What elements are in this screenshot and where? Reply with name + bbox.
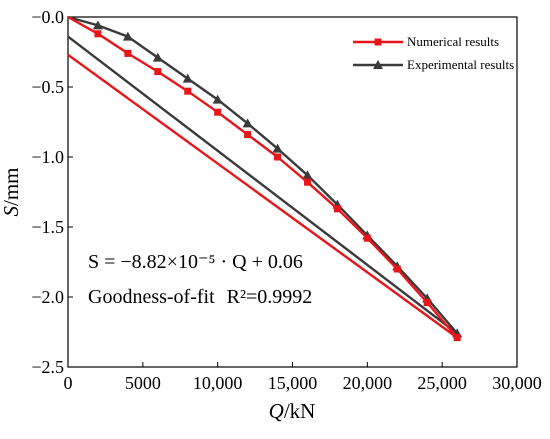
y-tick-label: −0.0 [31, 7, 64, 27]
data-point [363, 234, 371, 242]
x-tick-label: 5000 [125, 373, 161, 393]
data-point [212, 94, 223, 104]
y-axis: −0.0 −0.5 −1.0 −1.5 −2.0 −2.5 [31, 7, 73, 377]
legend-label: Experimental results [407, 57, 514, 72]
y-tick-label: −1.0 [31, 147, 64, 167]
y-tick-label: −0.5 [31, 77, 64, 97]
data-point [303, 178, 311, 186]
x-tick-label: 15,000 [268, 373, 318, 393]
y-axis-unit: /mm [0, 167, 23, 206]
series-layer [67, 15, 463, 342]
data-point [333, 205, 341, 213]
data-point [122, 31, 133, 41]
data-point [154, 68, 162, 76]
goodness-annotation: Goodness-of-fit R²=0.9992 [88, 286, 312, 308]
data-point [124, 49, 132, 57]
data-point [92, 20, 103, 30]
data-point [274, 153, 282, 161]
data-point [94, 30, 102, 38]
data-point [302, 170, 313, 180]
data-point [423, 299, 431, 307]
data-point [453, 334, 461, 342]
y-axis-title: S/mm [0, 167, 23, 216]
data-point [152, 52, 163, 62]
equation-annotation: S = −8.82×10⁻⁵ · Q + 0.06 [88, 251, 303, 273]
data-point [393, 265, 401, 273]
y-tick-label: −2.5 [31, 357, 64, 377]
data-point [214, 108, 222, 116]
x-tick-label: 30,000 [492, 373, 542, 393]
data-point [182, 73, 193, 83]
legend-marker [374, 38, 382, 46]
legend-label: Numerical results [407, 34, 499, 49]
data-point [244, 131, 252, 139]
r2-label: R²=0.9992 [227, 286, 313, 308]
data-point [272, 143, 283, 153]
x-tick-label: 0 [64, 373, 73, 393]
y-tick-label: −1.5 [31, 217, 64, 237]
x-axis-unit: /kN [284, 399, 316, 423]
x-axis-title: Q/kN [269, 399, 316, 423]
x-axis-var: Q [269, 399, 284, 423]
goodness-label: Goodness-of-fit [88, 286, 215, 308]
y-tick-label: −2.0 [31, 287, 64, 307]
data-point [184, 87, 192, 95]
x-tick-label: 10,000 [193, 373, 243, 393]
y-axis-var: S [0, 206, 23, 217]
legend: Numerical results Experimental results [353, 34, 514, 72]
legend-marker [373, 60, 383, 69]
x-tick-label: 20,000 [343, 373, 393, 393]
series-experimental [67, 15, 463, 338]
data-point [242, 118, 253, 128]
x-axis: 0 5000 10,000 15,000 20,000 25,000 30,000 [64, 362, 542, 393]
series-numerical [67, 15, 461, 342]
x-tick-label: 25,000 [417, 373, 467, 393]
